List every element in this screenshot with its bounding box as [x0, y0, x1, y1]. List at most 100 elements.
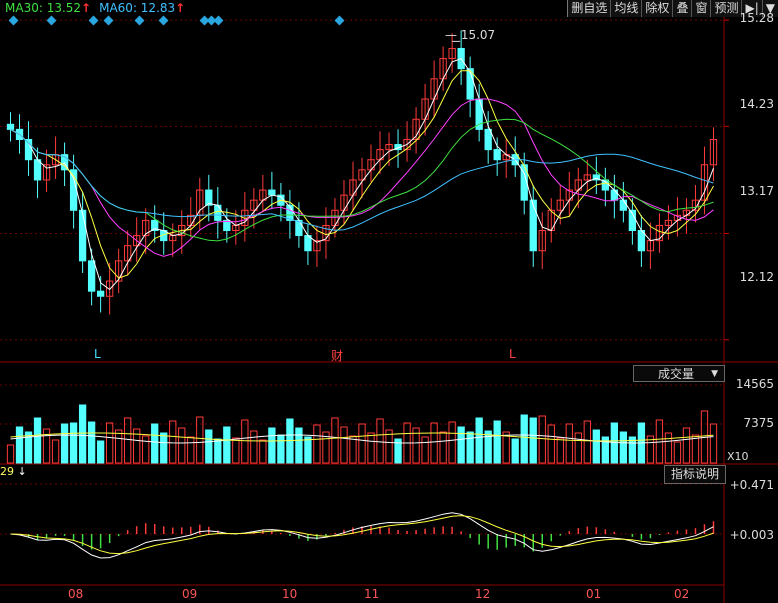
volume-bar — [223, 426, 231, 464]
ma-settings-button[interactable]: 均线 — [610, 0, 642, 17]
candle-body — [115, 260, 123, 282]
event-marker[interactable]: L — [94, 347, 101, 361]
ma60-line — [10, 128, 714, 231]
volume-bar — [556, 437, 564, 464]
ma20-line — [10, 98, 714, 257]
volume-bar — [277, 434, 285, 464]
volume-bar — [160, 432, 168, 464]
volume-bar — [151, 423, 159, 464]
volume-bar — [673, 441, 682, 464]
financial-report-marker[interactable]: 财 — [331, 349, 344, 363]
candle-body — [33, 159, 42, 181]
ex-rights-button[interactable]: 除权 — [641, 0, 673, 17]
candle-body — [214, 204, 222, 221]
volume-bar — [538, 415, 546, 464]
volume-bar — [96, 440, 105, 464]
month-label: 08 — [68, 587, 84, 601]
volume-bar — [78, 404, 87, 464]
forecast-button[interactable]: 预测 — [710, 0, 742, 17]
volume-bar — [205, 429, 213, 464]
candle-body — [42, 164, 51, 181]
volume-bar — [340, 426, 348, 464]
candle-body — [205, 189, 213, 206]
price-tick: 13.17 — [739, 184, 774, 198]
ma30-legend: MA30: 13.52↑ — [5, 1, 92, 15]
volume-bar — [457, 426, 465, 464]
volume-bar — [601, 436, 609, 464]
candle-body — [610, 189, 619, 201]
candle-body — [133, 235, 141, 247]
volume-bar — [187, 436, 195, 464]
volume-bar — [682, 427, 691, 464]
volume-multiplier: X10 — [727, 450, 749, 463]
candle-body — [385, 144, 393, 151]
candle-body — [87, 260, 96, 292]
volume-bar — [142, 435, 150, 464]
window-button[interactable]: 窗 — [691, 0, 711, 17]
volume-bar — [115, 429, 123, 464]
candle-body — [268, 189, 276, 196]
candle-body — [78, 209, 87, 262]
candle-body — [448, 47, 456, 60]
volume-bar — [214, 438, 222, 464]
volume-bar — [60, 423, 69, 464]
volume-indicator-dropdown[interactable]: 成交量 ▼ — [633, 365, 725, 382]
volume-bar — [313, 424, 321, 464]
candle-body — [538, 230, 546, 252]
volume-bar — [394, 438, 402, 464]
chevron-down-icon: ▼ — [711, 369, 718, 379]
candle-body — [286, 204, 294, 221]
candle-body — [466, 68, 474, 100]
indicator-value: 29 ↓ — [0, 465, 27, 478]
volume-bar — [664, 432, 673, 464]
candle-body — [619, 199, 628, 211]
volume-bar — [493, 420, 501, 464]
macd-tick: +0.471 — [729, 478, 774, 492]
volume-bar — [268, 427, 276, 464]
volume-bar — [169, 420, 177, 464]
indicator-help-button[interactable]: 指标说明 — [664, 465, 726, 484]
candle-body — [105, 280, 114, 297]
volume-bar — [529, 417, 537, 464]
macd-dea-line — [10, 515, 714, 555]
volume-bar — [502, 431, 510, 464]
dropdown-icon[interactable]: ▼ — [761, 0, 778, 17]
volume-bar — [484, 430, 492, 464]
candle-body — [403, 138, 411, 151]
event-marker[interactable]: L — [509, 347, 516, 361]
volume-bar — [259, 439, 267, 464]
macd-tick: +0.003 — [729, 528, 774, 542]
candle-body — [358, 169, 366, 181]
volume-bar — [547, 424, 555, 464]
candle-body — [529, 199, 537, 252]
overlay-button[interactable]: 叠 — [672, 0, 692, 17]
macd-dif-line — [10, 512, 714, 559]
volume-bar — [250, 430, 258, 464]
volume-bar — [412, 427, 420, 464]
volume-bar — [42, 428, 51, 464]
volume-bar — [466, 431, 474, 464]
price-tick: 14.23 — [739, 97, 774, 111]
volume-bar — [520, 414, 528, 464]
month-label: 02 — [674, 587, 690, 601]
volume-bar — [583, 420, 591, 464]
volume-bar — [358, 423, 366, 464]
volume-bar — [232, 437, 240, 464]
ma5-line — [10, 57, 714, 291]
price-tick: 12.12 — [739, 270, 774, 284]
candle-body — [664, 219, 673, 226]
volume-bar — [133, 428, 141, 464]
ma-legend: MA30: 13.52↑ MA60: 12.83↑ — [5, 1, 185, 15]
month-label: 09 — [182, 587, 198, 601]
volume-bar — [331, 417, 339, 464]
month-label: 10 — [282, 587, 298, 601]
volume-bar — [592, 429, 600, 464]
volume-bar — [295, 427, 303, 464]
chart-toolbar: 删自选 均线 除权 叠 窗 预测 ▶| ▼ — [567, 0, 778, 18]
volume-bar — [6, 444, 15, 464]
play-end-icon[interactable]: ▶| — [741, 0, 762, 17]
candle-body — [124, 245, 132, 262]
volume-bar — [628, 436, 637, 464]
remove-watchlist-button[interactable]: 删自选 — [567, 0, 611, 17]
